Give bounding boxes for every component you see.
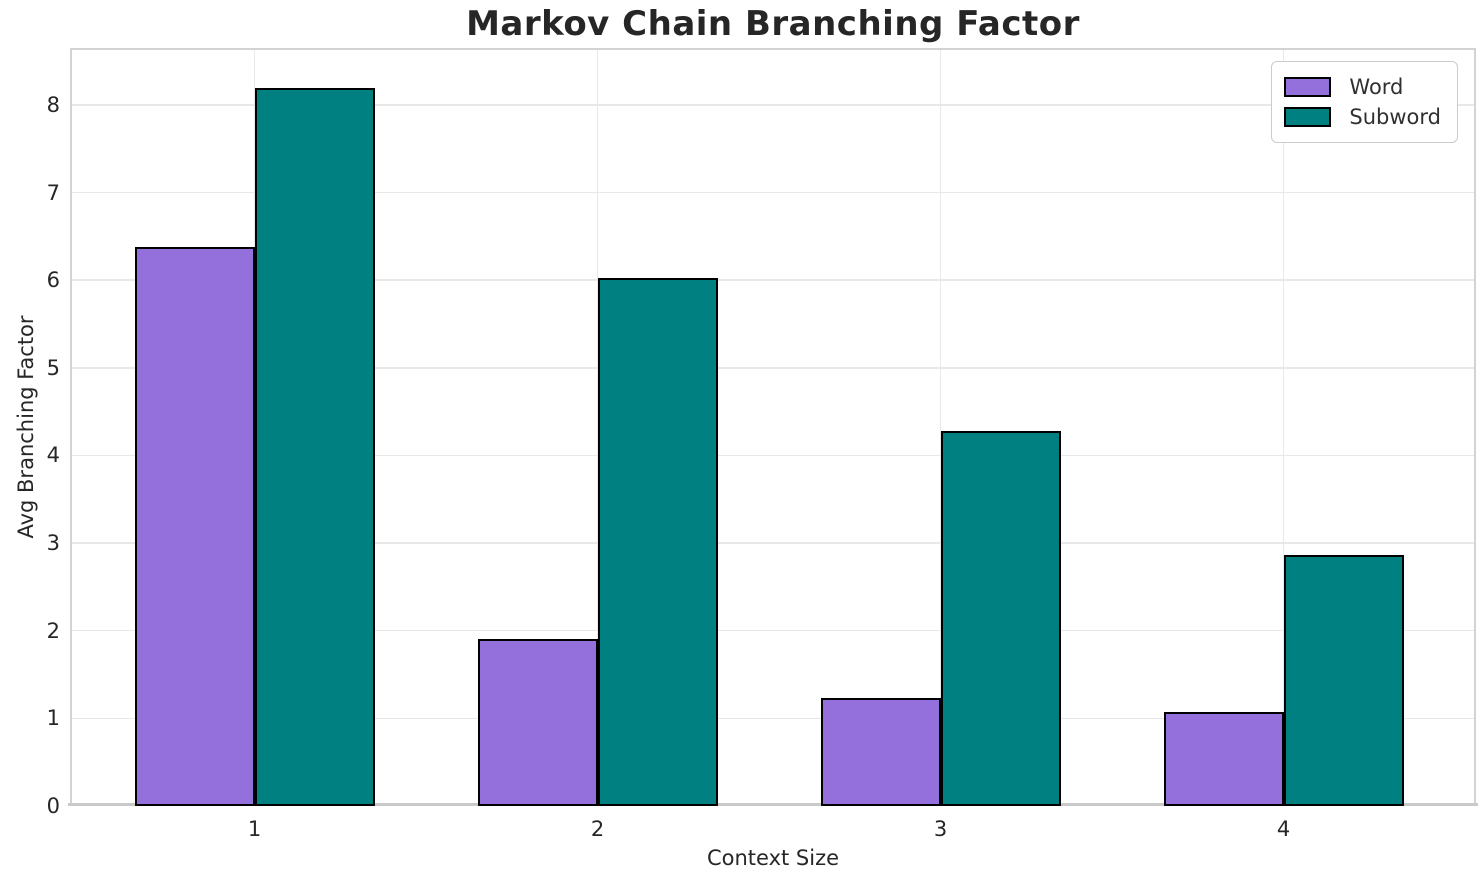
legend-row-word: Word <box>1284 72 1441 102</box>
bar-word-1 <box>134 246 255 806</box>
y-tick-label: 7 <box>46 180 60 205</box>
bar-subword-3 <box>940 430 1061 806</box>
y-tick-label: 1 <box>46 706 60 731</box>
axis-spine-right <box>1474 48 1476 806</box>
y-tick-label: 5 <box>46 355 60 380</box>
axis-spine-left <box>70 48 72 806</box>
bar-word-3 <box>820 698 941 806</box>
gridline-horizontal <box>70 191 1476 194</box>
legend-label-subword: Subword <box>1349 105 1441 129</box>
x-tick-label: 1 <box>247 817 262 841</box>
x-tick-label: 2 <box>590 817 605 841</box>
gridline-horizontal <box>70 367 1476 369</box>
gridline-horizontal <box>70 279 1476 281</box>
y-tick-label: 0 <box>46 794 60 818</box>
axis-spine-bottom <box>68 803 1478 806</box>
bar-subword-1 <box>254 88 375 806</box>
gridline-vertical <box>939 48 942 806</box>
legend: Word Subword <box>1271 61 1458 143</box>
gridline-horizontal <box>70 454 1476 457</box>
gridline-horizontal <box>70 629 1476 632</box>
legend-patch-word <box>1284 77 1332 97</box>
legend-patch-subword <box>1284 107 1332 127</box>
x-axis-title: Context Size <box>706 846 840 870</box>
y-tick-label: 3 <box>46 531 60 556</box>
gridline-horizontal <box>70 717 1476 720</box>
y-tick-label: 6 <box>46 268 60 293</box>
legend-row-subword: Subword <box>1284 102 1441 132</box>
y-axis-title-text: Avg Branching Factor <box>14 315 38 539</box>
bar-subword-4 <box>1283 555 1404 806</box>
y-tick-label: 2 <box>46 618 60 643</box>
gridline-horizontal <box>70 542 1476 544</box>
gridline-vertical <box>1282 48 1285 806</box>
bar-word-4 <box>1163 712 1284 806</box>
y-tick-label: 4 <box>46 443 60 468</box>
gridline-horizontal <box>70 104 1476 106</box>
bar-word-2 <box>477 638 598 806</box>
chart-title: Markov Chain Branching Factor <box>466 4 1080 44</box>
bar-subword-2 <box>597 277 718 806</box>
x-tick-label: 3 <box>933 817 948 841</box>
plot-area <box>68 48 1478 806</box>
legend-label-word: Word <box>1349 75 1404 99</box>
axis-spine-top <box>70 48 1476 50</box>
y-tick-label: 8 <box>46 92 60 117</box>
x-tick-label: 4 <box>1276 817 1291 841</box>
